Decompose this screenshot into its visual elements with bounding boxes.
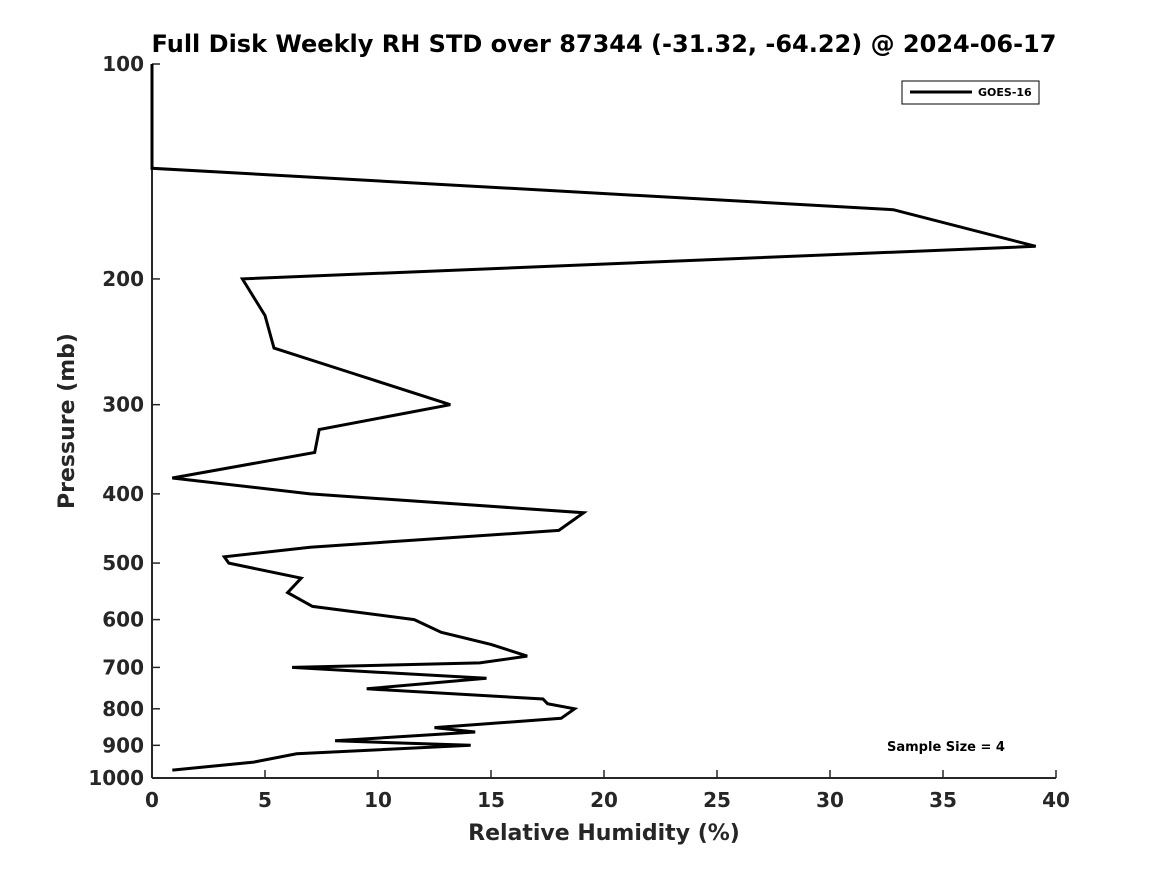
x-tick-label: 5 [258, 788, 272, 812]
x-tick-label: 30 [816, 788, 844, 812]
sample-size-annotation: Sample Size = 4 [887, 740, 1005, 755]
x-axis-label: Relative Humidity (%) [468, 821, 740, 846]
x-tick-label: 35 [929, 788, 957, 812]
y-tick-label: 700 [102, 655, 144, 679]
x-tick-label: 20 [590, 788, 618, 812]
y-tick-label: 500 [102, 551, 144, 575]
y-tick-label: 900 [102, 733, 144, 757]
y-tick-label: 300 [102, 393, 144, 417]
x-tick-label: 25 [703, 788, 731, 812]
x-tick-label: 10 [364, 788, 392, 812]
legend-label-goes-16: GOES-16 [978, 86, 1032, 99]
x-tick-label: 15 [477, 788, 505, 812]
x-tick-label: 40 [1042, 788, 1070, 812]
x-axis-ticks: 0 5 10 15 20 25 30 35 40 [145, 770, 1070, 812]
y-tick-label: 100 [102, 52, 144, 76]
y-tick-label: 1000 [88, 766, 144, 790]
y-tick-label: 600 [102, 608, 144, 632]
chart-title: Full Disk Weekly RH STD over 87344 (-31.… [152, 30, 1057, 58]
y-tick-label: 200 [102, 267, 144, 291]
legend: GOES-16 [901, 80, 1040, 105]
series-line-goes-16 [150, 64, 1037, 772]
y-tick-label: 400 [102, 482, 144, 506]
x-tick-label: 0 [145, 788, 159, 812]
y-axis-label: Pressure (mb) [55, 333, 80, 509]
y-axis-ticks: 100 200 300 400 500 600 700 800 900 1000 [88, 52, 160, 790]
plot-area [151, 64, 1056, 779]
y-tick-label: 800 [102, 697, 144, 721]
